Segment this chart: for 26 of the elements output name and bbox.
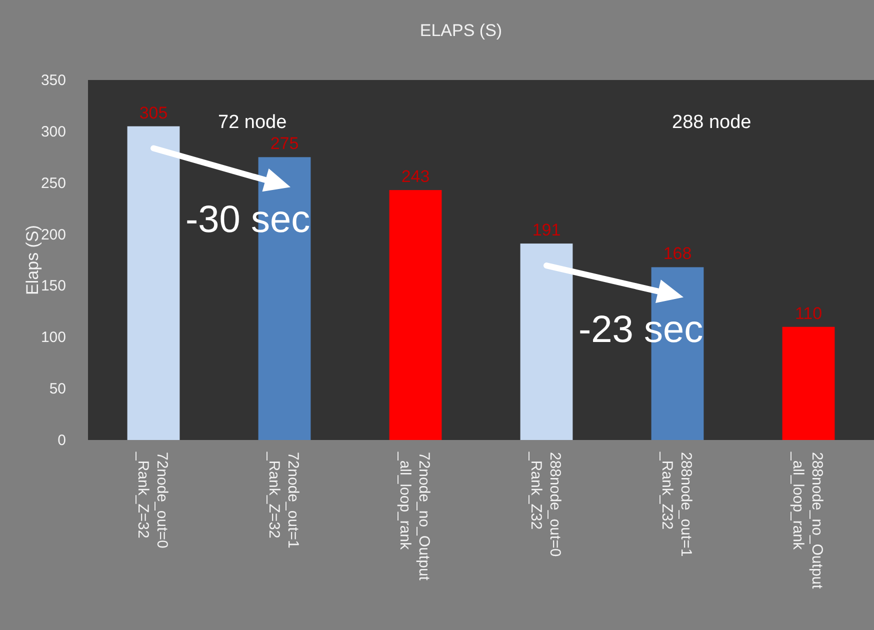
y-tick-label: 0 (58, 432, 66, 449)
y-tick-label: 200 (40, 226, 66, 244)
x-tick-label: 288node_no_Output _all_loop_rank (790, 451, 826, 590)
data-label: 168 (663, 244, 692, 264)
y-tick-label: 150 (40, 278, 66, 295)
x-tick-label: 72node_no_Output _all_loop_rank (396, 451, 432, 582)
bar (389, 190, 442, 440)
x-tick-label: 288node_out=0 _Rank_Z32 (528, 451, 564, 557)
data-label: 191 (532, 220, 561, 240)
x-tick-label: 288node_out=1 _Rank_Z32 (658, 451, 694, 557)
data-label: 110 (794, 304, 822, 323)
x-tick-label: 72node_out=0 _Rank_Z=32 (134, 451, 170, 548)
data-label: 275 (270, 134, 299, 154)
chart-title: ELAPS (S) (420, 21, 502, 40)
y-tick-label: 300 (40, 123, 66, 140)
annotation: 72 node (218, 112, 287, 133)
annotation: 288 node (672, 112, 752, 133)
y-tick-label: 350 (40, 72, 66, 89)
data-label: 243 (401, 167, 430, 186)
x-tick-label: 72node_out=1 _Rank_Z=32 (266, 451, 302, 548)
y-axis-title: Elaps (S) (23, 225, 42, 295)
bar (782, 326, 835, 440)
data-label: 305 (139, 103, 168, 122)
y-tick-label: 100 (40, 329, 66, 346)
y-tick-label: 50 (49, 380, 66, 398)
y-tick-label: 250 (40, 174, 66, 192)
